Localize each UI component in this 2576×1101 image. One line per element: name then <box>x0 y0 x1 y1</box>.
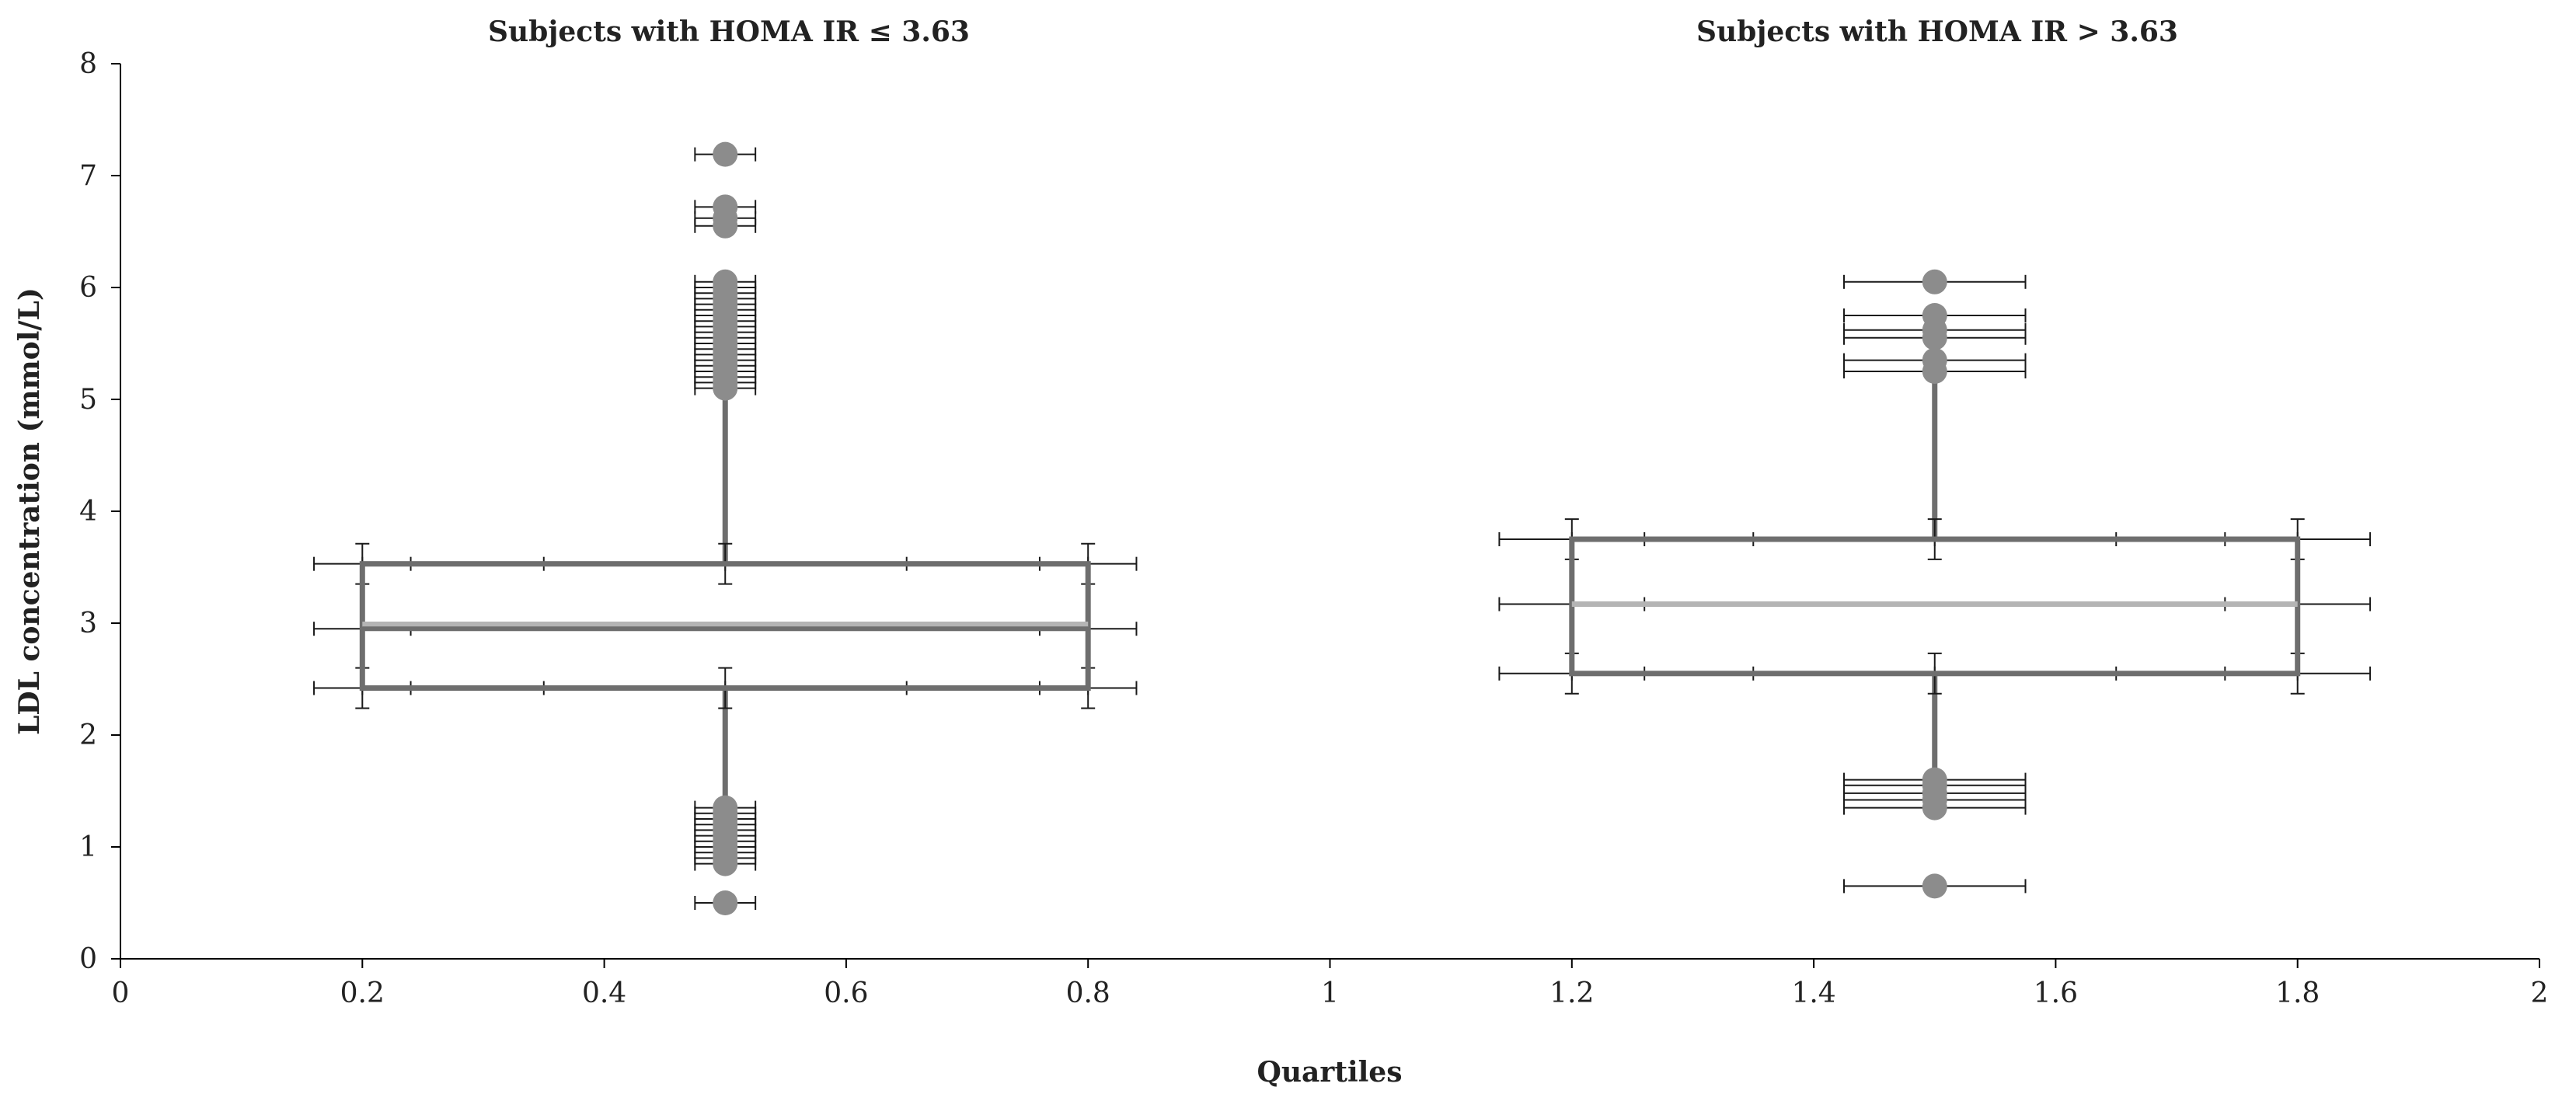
y-tick-label: 3 <box>79 608 97 639</box>
outlier-point <box>713 194 738 220</box>
x-tick-label: 1.8 <box>2275 977 2320 1009</box>
outlier-point <box>1922 303 1947 328</box>
y-axis-ticks: 0 1 2 3 4 5 6 7 8 <box>79 48 120 975</box>
outlier-point <box>713 269 738 294</box>
outlier-point <box>713 141 738 167</box>
x-axis-ticks: 0 0.2 0.4 0.6 0.8 1 1.2 1.4 1.6 1.8 2 <box>112 959 2549 1009</box>
x-tick-label: 0.6 <box>824 977 868 1009</box>
box-group-2 <box>1498 269 2372 899</box>
box-plots <box>313 141 2372 915</box>
panel-title-right: Subjects with HOMA IR > 3.63 <box>1696 16 2178 48</box>
panel-title-left: Subjects with HOMA IR ≤ 3.63 <box>488 16 970 48</box>
box-group-1 <box>313 141 1138 915</box>
x-tick-label: 1.2 <box>1549 977 1594 1009</box>
x-tick-label: 1.6 <box>2034 977 2078 1009</box>
outlier-point <box>1922 767 1947 793</box>
y-tick-label: 5 <box>79 384 97 416</box>
outlier-point <box>713 795 738 821</box>
outlier-point <box>1922 873 1947 899</box>
outlier-point <box>1922 347 1947 373</box>
y-axis-title: LDL concentration (mmol/L) <box>13 287 46 735</box>
y-tick-label: 8 <box>79 48 97 80</box>
x-tick-label: 0.2 <box>340 977 385 1009</box>
x-tick-label: 1.4 <box>1791 977 1835 1009</box>
x-tick-label: 0.4 <box>582 977 626 1009</box>
outlier-point <box>1922 269 1947 294</box>
x-tick-label: 1 <box>1321 977 1339 1009</box>
y-tick-label: 6 <box>79 272 97 304</box>
x-axis-title: Quartiles <box>1257 1056 1403 1089</box>
y-tick-label: 4 <box>79 496 97 528</box>
y-tick-label: 1 <box>79 831 97 863</box>
x-tick-label: 0.8 <box>1066 977 1110 1009</box>
titles: Subjects with HOMA IR ≤ 3.63 Subjects wi… <box>13 16 2178 1089</box>
y-tick-label: 0 <box>79 943 97 975</box>
y-tick-label: 2 <box>79 719 97 751</box>
x-tick-label: 2 <box>2531 977 2549 1009</box>
x-tick-label: 0 <box>112 977 130 1009</box>
y-tick-label: 7 <box>79 160 97 192</box>
outlier-point <box>713 890 738 915</box>
axes <box>120 64 2539 960</box>
